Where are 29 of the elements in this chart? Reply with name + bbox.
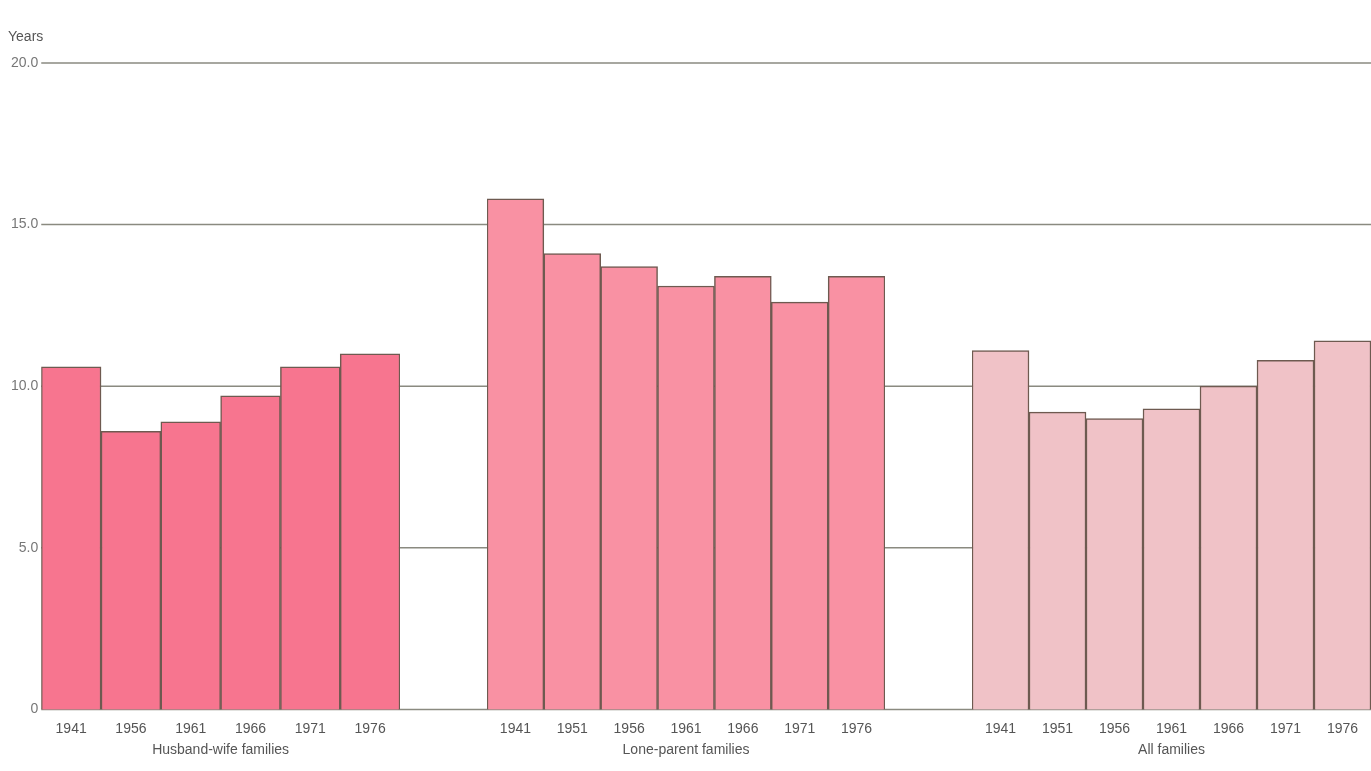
x-tick-label: 1976 [354,719,386,736]
x-tick-label: 1956 [115,719,147,736]
y-tick-label: 0 [30,700,39,717]
x-tick-label: 1971 [294,719,327,736]
x-tick-label: 1976 [1326,719,1359,736]
x-tick-label: 1971 [784,719,816,736]
x-axis-title: All families [1138,741,1205,758]
x-tick-label: 1966 [727,719,759,736]
y-tick-label: 15.0 [11,215,39,232]
y-tick-label: 10.0 [11,377,39,394]
x-tick-label: 1961 [670,719,702,736]
x-axis-title: Lone-parent families [622,741,750,758]
x-tick-label: 1961 [1155,719,1188,736]
y-tick-label: 20.0 [11,53,39,70]
x-axis-title: Husband-wife families [152,741,290,758]
y-axis-title: Years [8,28,44,44]
x-tick-label: 1956 [1098,719,1131,736]
x-tick-label: 1961 [175,719,207,736]
x-tick-label: 1956 [613,719,645,736]
x-tick-label: 1966 [234,719,267,736]
x-tick-label: 1951 [556,719,589,736]
x-tick-label: 1971 [1269,719,1302,736]
y-tick-label: 5.0 [18,538,39,555]
x-tick-label: 1941 [984,719,1017,736]
x-tick-label: 1941 [55,719,87,736]
x-tick-label: 1966 [1212,719,1245,736]
x-tick-label: 1941 [499,719,532,736]
x-tick-label: 1951 [1041,719,1074,736]
x-tick-label: 1976 [840,719,873,736]
